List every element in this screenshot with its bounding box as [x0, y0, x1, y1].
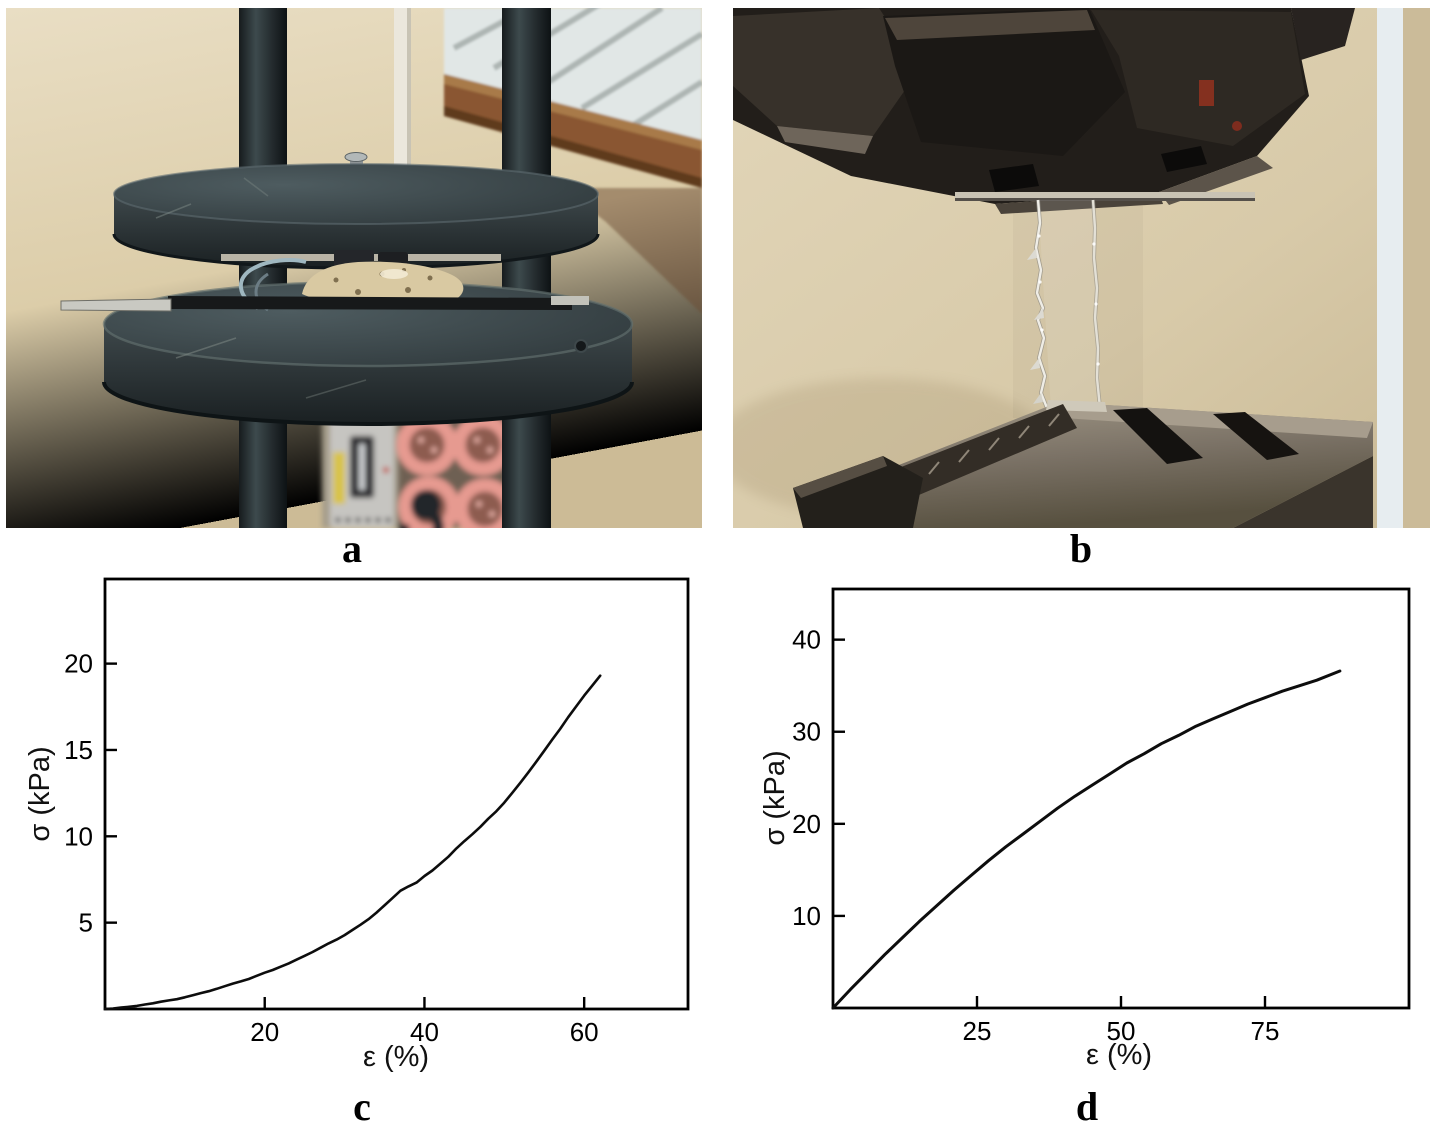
power-sockets [396, 400, 516, 528]
y-axis-label-d: σ (kPa) [759, 750, 791, 846]
side-pin-right [551, 296, 589, 305]
panel-label-b: b [1069, 526, 1093, 571]
panel-label-a: a [342, 526, 362, 571]
plug-handle [398, 490, 444, 528]
photo-tensile-test [733, 8, 1430, 528]
x-axis-label-c: ε (%) [362, 1041, 430, 1073]
plot-frame [831, 587, 1411, 1010]
wall-strip-light [1377, 8, 1403, 528]
panel-label-c: c [353, 1084, 371, 1129]
compression-specimen-assembly [60, 250, 589, 312]
side-pin-left [60, 298, 172, 312]
y-tick-label: 30 [792, 717, 821, 747]
support-rod-left [239, 8, 287, 528]
x-tick-label: 50 [1107, 1016, 1136, 1044]
wall-conduit-pipe [394, 8, 411, 194]
y-tick-label: 20 [64, 649, 93, 679]
y-tick-label: 15 [64, 735, 93, 765]
x-tick-label: 40 [410, 1017, 439, 1044]
grip-slot [1213, 412, 1299, 460]
wall-strip-beige [1403, 8, 1430, 528]
x-axis-label-d: ε (%) [1085, 1039, 1153, 1071]
tensile-stress-strain-chart: 25 50 75 10 20 30 40 [792, 587, 1411, 1044]
y-tick-label: 20 [792, 809, 821, 839]
y-tick-label: 5 [79, 908, 93, 938]
y-tick-label: 40 [792, 625, 821, 655]
breaker-label [333, 452, 345, 504]
lower-grip [793, 400, 1373, 528]
x-tick-label: 20 [250, 1017, 279, 1044]
photo-compression-test [6, 8, 702, 528]
y-axis-label-c: σ (kPa) [24, 746, 56, 842]
door-shadow [562, 188, 702, 314]
platen-screw [574, 339, 588, 353]
lower-plate [168, 296, 572, 310]
stress-strain-curve-d [831, 669, 1342, 1010]
y-tick-label: 10 [792, 901, 821, 931]
stress-strain-curve-c [103, 674, 602, 1011]
x-tick-label: 75 [1251, 1016, 1280, 1044]
upper-platen [112, 163, 600, 270]
top-bolt [344, 152, 368, 168]
clamped-tab [955, 192, 1255, 198]
support-rod-right [502, 8, 551, 528]
x-tick-label: 25 [963, 1016, 992, 1044]
y-tick-label: 10 [64, 821, 93, 851]
plot-frame [103, 577, 690, 1011]
x-tick-label: 60 [570, 1017, 599, 1044]
compressed-specimen [302, 261, 464, 308]
compression-stress-strain-chart: 20 40 60 5 10 15 20 [64, 577, 690, 1044]
grip-slot [1113, 408, 1203, 464]
panel-label-d: d [1075, 1084, 1099, 1129]
red-accent [1199, 80, 1214, 106]
film-specimen [1027, 199, 1102, 410]
